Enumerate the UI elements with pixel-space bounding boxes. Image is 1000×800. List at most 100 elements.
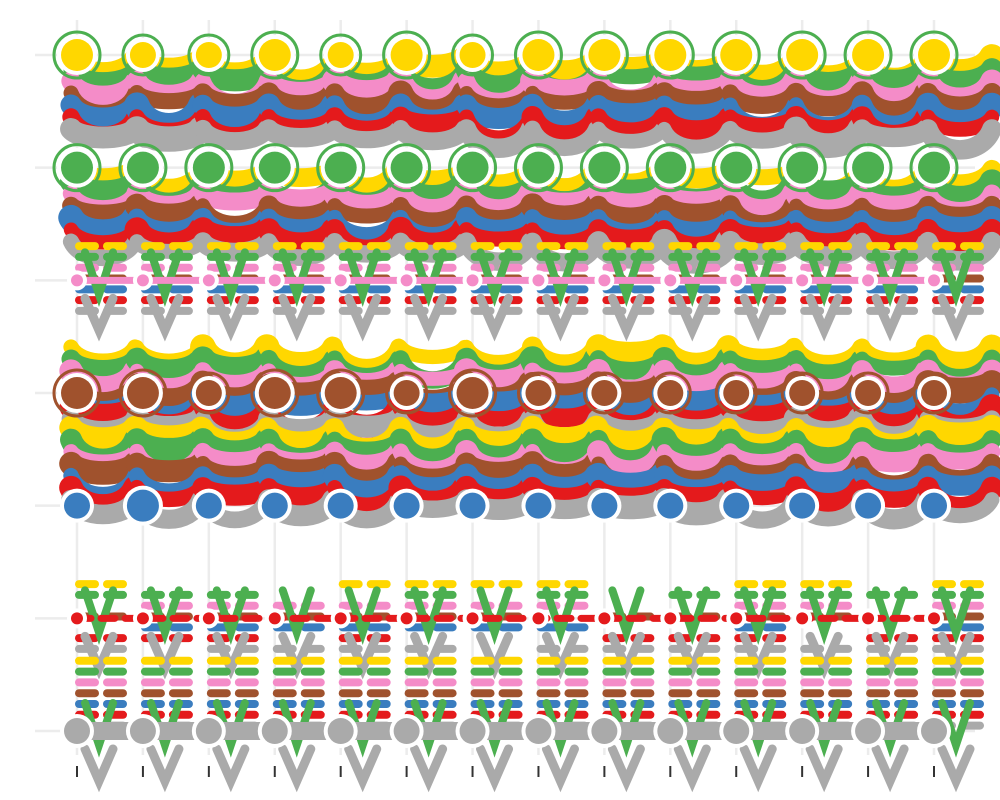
data-point bbox=[261, 492, 288, 519]
data-point bbox=[657, 380, 684, 406]
band-segment bbox=[937, 631, 975, 680]
band-segment bbox=[81, 586, 117, 645]
data-point bbox=[126, 377, 159, 409]
data-point bbox=[525, 380, 552, 406]
node-outer-ring bbox=[52, 143, 102, 193]
band-segment bbox=[212, 293, 250, 342]
node-outer-ring bbox=[448, 368, 498, 418]
data-point bbox=[723, 380, 750, 406]
data-point bbox=[61, 377, 93, 409]
data-point bbox=[71, 274, 83, 287]
data-point bbox=[591, 492, 618, 519]
band-segment bbox=[524, 120, 605, 157]
node-outer-ring bbox=[451, 33, 495, 77]
data-point bbox=[921, 492, 947, 519]
data-point bbox=[855, 380, 882, 406]
node-outer-ring bbox=[846, 371, 890, 415]
band-segment bbox=[212, 248, 249, 307]
band-segment bbox=[125, 428, 213, 461]
data-point bbox=[789, 380, 816, 406]
node-outer-ring bbox=[448, 143, 498, 193]
band-segment bbox=[476, 744, 514, 793]
data-point bbox=[862, 612, 875, 625]
band-segment bbox=[740, 248, 777, 307]
x-axis-ticks bbox=[76, 766, 935, 777]
data-point bbox=[730, 274, 743, 287]
data-point bbox=[466, 612, 479, 625]
node-outer-ring bbox=[645, 143, 695, 193]
data-point bbox=[459, 42, 486, 68]
band-segment bbox=[542, 248, 579, 307]
band-segment bbox=[673, 744, 711, 793]
node-outer-ring bbox=[777, 30, 827, 80]
data-point bbox=[268, 274, 281, 287]
band-segment bbox=[212, 699, 249, 758]
node-outer-ring bbox=[579, 143, 629, 193]
data-point bbox=[532, 274, 545, 287]
data-point bbox=[588, 39, 621, 71]
data-point bbox=[522, 39, 555, 71]
band-segment bbox=[588, 95, 673, 124]
band-segment bbox=[739, 631, 777, 680]
data-point bbox=[796, 612, 809, 625]
data-point bbox=[268, 612, 281, 625]
node-outer-ring bbox=[382, 143, 432, 193]
data-point bbox=[730, 612, 743, 625]
data-point bbox=[202, 274, 215, 287]
band-segment bbox=[146, 293, 184, 342]
band-segment bbox=[344, 586, 381, 645]
data-point bbox=[852, 39, 885, 71]
data-point bbox=[664, 274, 677, 287]
band-segment bbox=[278, 744, 316, 793]
data-point bbox=[525, 492, 552, 519]
band-segment bbox=[851, 441, 937, 473]
band-segment bbox=[410, 744, 448, 793]
data-point bbox=[657, 718, 684, 744]
band-segment bbox=[393, 339, 472, 364]
band-segment bbox=[806, 699, 843, 758]
band-segment bbox=[805, 631, 843, 680]
band-segment bbox=[654, 107, 739, 140]
data-point bbox=[789, 492, 816, 519]
band-segment bbox=[476, 293, 514, 342]
band-segment bbox=[212, 631, 250, 680]
band-segment bbox=[81, 248, 117, 307]
band-segment bbox=[476, 248, 513, 307]
data-point bbox=[928, 274, 940, 287]
data-point bbox=[400, 612, 413, 625]
band-segment bbox=[674, 586, 711, 645]
data-point bbox=[921, 380, 947, 406]
data-point bbox=[129, 42, 156, 68]
band-segment bbox=[323, 408, 410, 438]
band-segment bbox=[915, 414, 1000, 448]
band-segment bbox=[673, 631, 711, 680]
band-segment bbox=[607, 744, 645, 793]
node-outer-ring bbox=[843, 30, 893, 80]
band-segment bbox=[541, 631, 579, 680]
node-outer-ring bbox=[912, 371, 956, 415]
data-point bbox=[456, 151, 489, 184]
data-point bbox=[71, 612, 83, 625]
data-point bbox=[654, 151, 687, 184]
band-segment bbox=[806, 248, 843, 307]
node-outer-ring bbox=[714, 371, 758, 415]
band-segment bbox=[608, 248, 645, 307]
data-point bbox=[466, 274, 479, 287]
data-point bbox=[195, 42, 222, 68]
node-outer-ring bbox=[382, 30, 432, 80]
band-segment bbox=[59, 451, 147, 485]
band-segment bbox=[805, 744, 843, 793]
band-segment bbox=[410, 586, 447, 645]
data-point bbox=[657, 492, 684, 519]
data-point bbox=[393, 492, 420, 519]
band-segment bbox=[937, 744, 975, 793]
band-segment bbox=[608, 586, 645, 645]
band-segment bbox=[871, 293, 909, 342]
node-outer-ring bbox=[516, 371, 560, 415]
data-point bbox=[723, 718, 750, 744]
data-point bbox=[195, 380, 222, 406]
band-segment bbox=[344, 293, 382, 342]
node-outer-ring bbox=[316, 143, 366, 193]
band-segment bbox=[872, 586, 909, 645]
